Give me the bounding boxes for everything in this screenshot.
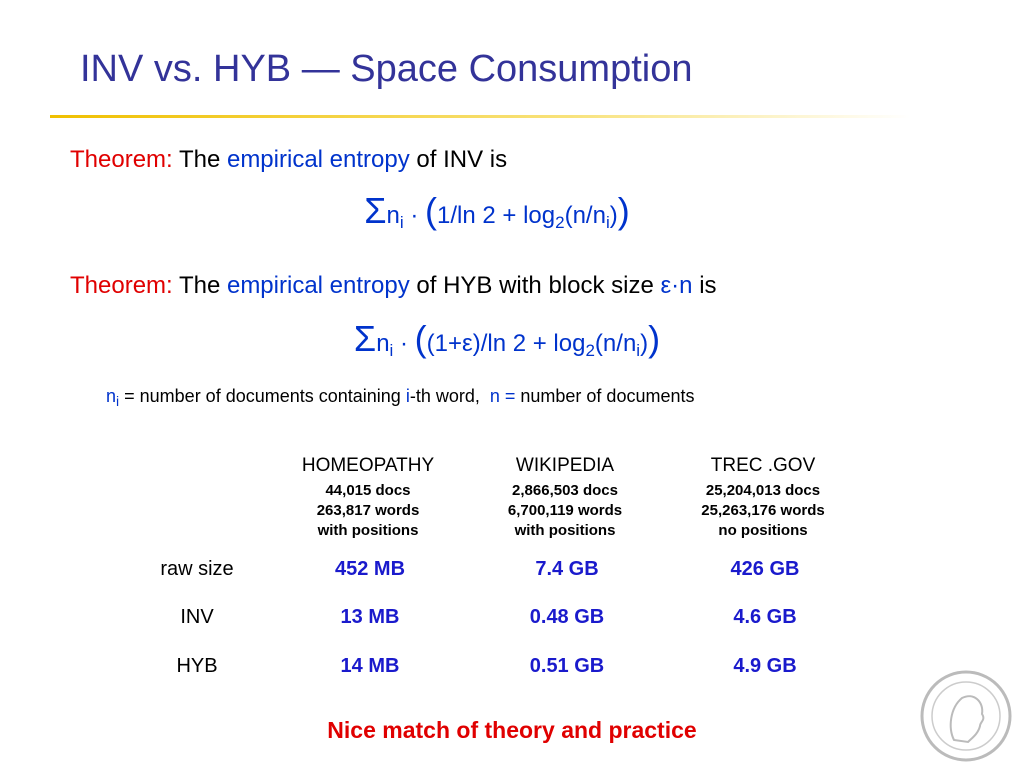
cell-value: 4.6 GB — [733, 606, 797, 628]
definition: ni = number of documents containing i-th… — [106, 386, 695, 409]
text: of INV is — [416, 146, 508, 173]
term: empirical entropy — [226, 272, 410, 299]
slide-title: INV vs. HYB — Space Consumption — [80, 48, 693, 90]
theorem-line: Theorem: The empirical entropy of INV is — [70, 146, 507, 174]
symbol: n — [106, 386, 117, 406]
text: The — [178, 146, 221, 173]
symbol: i — [405, 386, 410, 406]
formula-part: i — [389, 341, 394, 360]
text: The — [178, 272, 221, 299]
formula-part: ) — [640, 330, 649, 357]
column-detail: 6,700,119 words — [507, 502, 623, 519]
column-detail: 25,263,176 words — [701, 502, 825, 519]
cell-value: 426 GB — [730, 558, 800, 580]
formula-part: ) — [609, 202, 618, 229]
column-header: WIKIPEDIA — [515, 455, 615, 476]
title-rule — [50, 115, 910, 118]
formula-part: ( — [414, 318, 427, 359]
column-detail: 44,015 docs — [325, 482, 411, 499]
formula-part: i — [399, 213, 404, 232]
cell-value: 452 MB — [334, 558, 406, 580]
formula-part: 2 — [555, 213, 565, 232]
param: ε·n — [660, 272, 693, 299]
cell-value: 13 MB — [340, 606, 400, 628]
symbol: n = — [489, 386, 516, 406]
formula-part: · — [403, 202, 426, 229]
formula-part: 1/ln 2 + log — [437, 202, 556, 229]
cell-value: 0.51 GB — [529, 655, 605, 677]
column-detail: with positions — [317, 522, 419, 539]
formula-part: n — [386, 202, 400, 229]
cell-value: 7.4 GB — [535, 558, 599, 580]
footer: Nice match of theory and practice — [327, 717, 697, 743]
formula: Σni · (1/ln 2 + log2(n/ni)) — [364, 190, 629, 233]
column-header: TREC .GOV — [710, 455, 816, 476]
formula-part: (n/n — [594, 330, 637, 357]
formula-part: (1+ε)/ln 2 + log — [426, 330, 586, 357]
row-label: INV — [180, 606, 214, 628]
text: is — [699, 272, 717, 299]
cell-value: 14 MB — [340, 655, 400, 677]
text: of HYB with block size — [416, 272, 654, 299]
column-header: HOMEOPATHY — [301, 455, 435, 476]
formula-part: ) — [617, 190, 630, 231]
symbol: i — [116, 393, 120, 409]
text: = number of documents containing — [119, 386, 406, 406]
formula-part: 2 — [585, 341, 595, 360]
formula: Σni · ((1+ε)/ln 2 + log2(n/ni)) — [354, 318, 660, 361]
formula-part: n — [376, 330, 390, 357]
cell-value: 4.9 GB — [733, 655, 797, 677]
text: -th word, — [409, 386, 490, 406]
formula-part: Σ — [353, 318, 377, 359]
formula-part: i — [636, 341, 641, 360]
column-detail: with positions — [514, 522, 616, 539]
row-label: raw size — [160, 558, 234, 580]
formula-part: Σ — [364, 190, 387, 231]
row-label: HYB — [176, 655, 218, 677]
logo — [920, 670, 1012, 762]
column-detail: 25,204,013 docs — [705, 482, 821, 499]
formula-part: (n/n — [564, 202, 606, 229]
theorem-label: Theorem: — [70, 146, 173, 173]
cell-value: 0.48 GB — [529, 606, 605, 628]
term: empirical entropy — [226, 146, 410, 173]
theorem-line: Theorem: The empirical entropy of HYB wi… — [70, 272, 717, 300]
column-detail: 263,817 words — [316, 502, 420, 519]
formula-part: ) — [648, 318, 661, 359]
formula-part: ( — [425, 190, 438, 231]
column-detail: 2,866,503 docs — [512, 482, 618, 499]
formula-part: i — [605, 213, 610, 232]
theorem-label: Theorem: — [70, 272, 173, 299]
text: number of documents — [515, 386, 695, 406]
formula-part: · — [393, 330, 415, 357]
column-detail: no positions — [718, 522, 808, 539]
